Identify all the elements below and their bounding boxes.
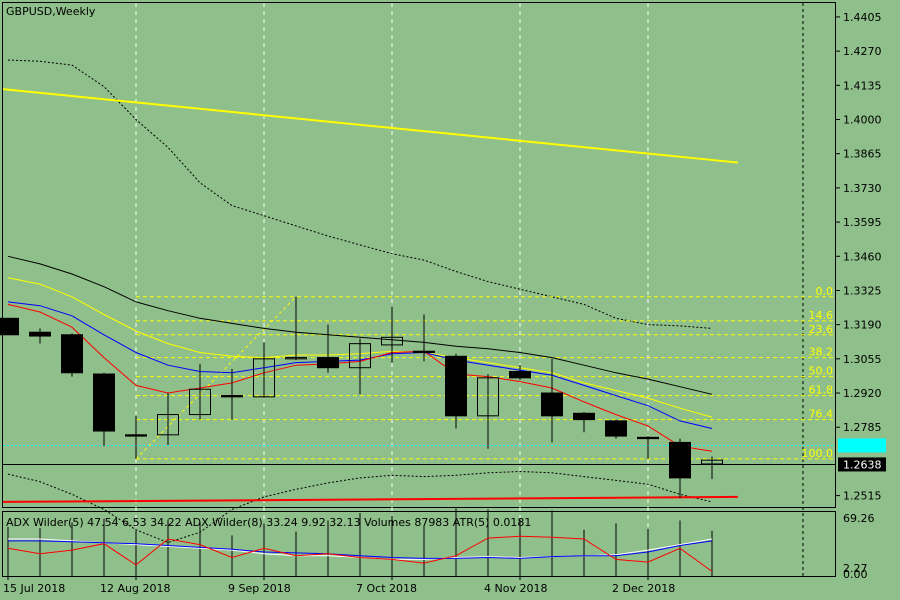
candle-body [413,350,435,354]
time-tick-label: 2 Dec 2018 [612,582,675,595]
price-axis: 1.4405 1.4270 1.4135 1.4000 1.3865 1.3730 1.35… [835,11,886,503]
candlestick-series [0,296,723,499]
fibonacci-levels: 0.0 14.623.6 38.2 50.0 61.8 76.4 100.0 [3,285,835,465]
red-trend-line [2,495,739,503]
time-tick-label: 12 Aug 2018 [100,582,170,595]
candle-body [189,388,211,416]
current-price-label: 1.2638 [843,458,882,471]
price-tick-label: 1.3865 [843,148,882,161]
indicator-tick-label: 69.26 [843,512,875,525]
trend-lines [2,88,739,503]
candle-body [701,459,723,465]
price-tick-label: 1.4405 [843,11,882,24]
candle-body [317,357,339,369]
fib-level-label: 61.8 [809,384,834,397]
price-tick-label: 1.2515 [843,490,882,503]
fib-level-label: 14.6 [809,309,834,322]
fib-anchor-line [135,296,297,460]
indicator-tick-label: 2.27 [843,562,868,575]
candle-body [0,317,19,336]
fib-level-label: 76.4 [809,408,834,421]
candle-body [477,377,499,417]
bid-price-tag [838,438,886,453]
price-tick-label: 1.3325 [843,284,882,297]
yellow-trend-line [2,88,739,164]
main-panel [2,2,836,508]
time-tick-label: 7 Oct 2018 [356,582,417,595]
candle-body [29,331,51,337]
candle-body [61,334,83,374]
candle-body [381,336,403,346]
price-tick-label: 1.2785 [843,421,882,434]
fib-level-label: 0.0 [816,285,834,298]
time-tick-label: 4 Nov 2018 [484,582,547,595]
candle-body [509,371,531,379]
indicator-panel [2,511,836,577]
indicator-blue-line [8,540,713,559]
fib-level-label: 23.6 [809,323,834,336]
lower-envelope-line [7,470,713,544]
candle-body [349,343,371,369]
price-tick-label: 1.3055 [843,353,882,366]
indicator-readout: ADX Wilder(5) 47.54 6.53 34.22 ADX Wilde… [6,516,531,529]
fib-level-label: 50.0 [809,365,834,378]
grid-lines [135,3,649,576]
price-tick-label: 1.3460 [843,250,882,263]
candle-body [445,355,467,417]
price-tick-label: 1.3595 [843,216,882,229]
candle-body [157,414,179,436]
candle-body [573,412,595,421]
chart-title: GBPUSD,Weekly [6,5,96,18]
candle-body [669,441,691,479]
candle-body [221,395,243,398]
indicator-tick-label: 0.00 [843,568,868,581]
candle-body [285,357,307,360]
price-tick-label: 1.4135 [843,79,882,92]
indicator-series: 69.26 2.270.00 [7,508,875,581]
fib-level-label: 100.0 [802,447,834,460]
candle-body [605,420,627,437]
current-price-tag [838,457,886,472]
ma-black-line [7,255,713,395]
time-axis: 15 Jul 2018 12 Aug 2018 9 Sep 2018 7 Oct 20… [3,576,675,595]
price-tick-label: 1.3190 [843,319,882,332]
upper-envelope-line [7,59,713,329]
price-tick-label: 1.4000 [843,114,882,127]
time-tick-label: 15 Jul 2018 [3,582,65,595]
price-tick-label: 1.3730 [843,182,882,195]
envelope-bands [7,59,713,544]
candle-body [541,392,563,417]
candle-body [93,373,115,432]
price-tick-label: 1.4270 [843,45,882,58]
candle-body [637,436,659,440]
time-tick-label: 9 Sep 2018 [228,582,291,595]
fib-level-label: 38.2 [809,346,834,359]
candle-body [253,358,275,398]
indicator-red-line [7,535,713,572]
candle-body [125,434,147,437]
price-tick-label: 1.2920 [843,387,882,400]
